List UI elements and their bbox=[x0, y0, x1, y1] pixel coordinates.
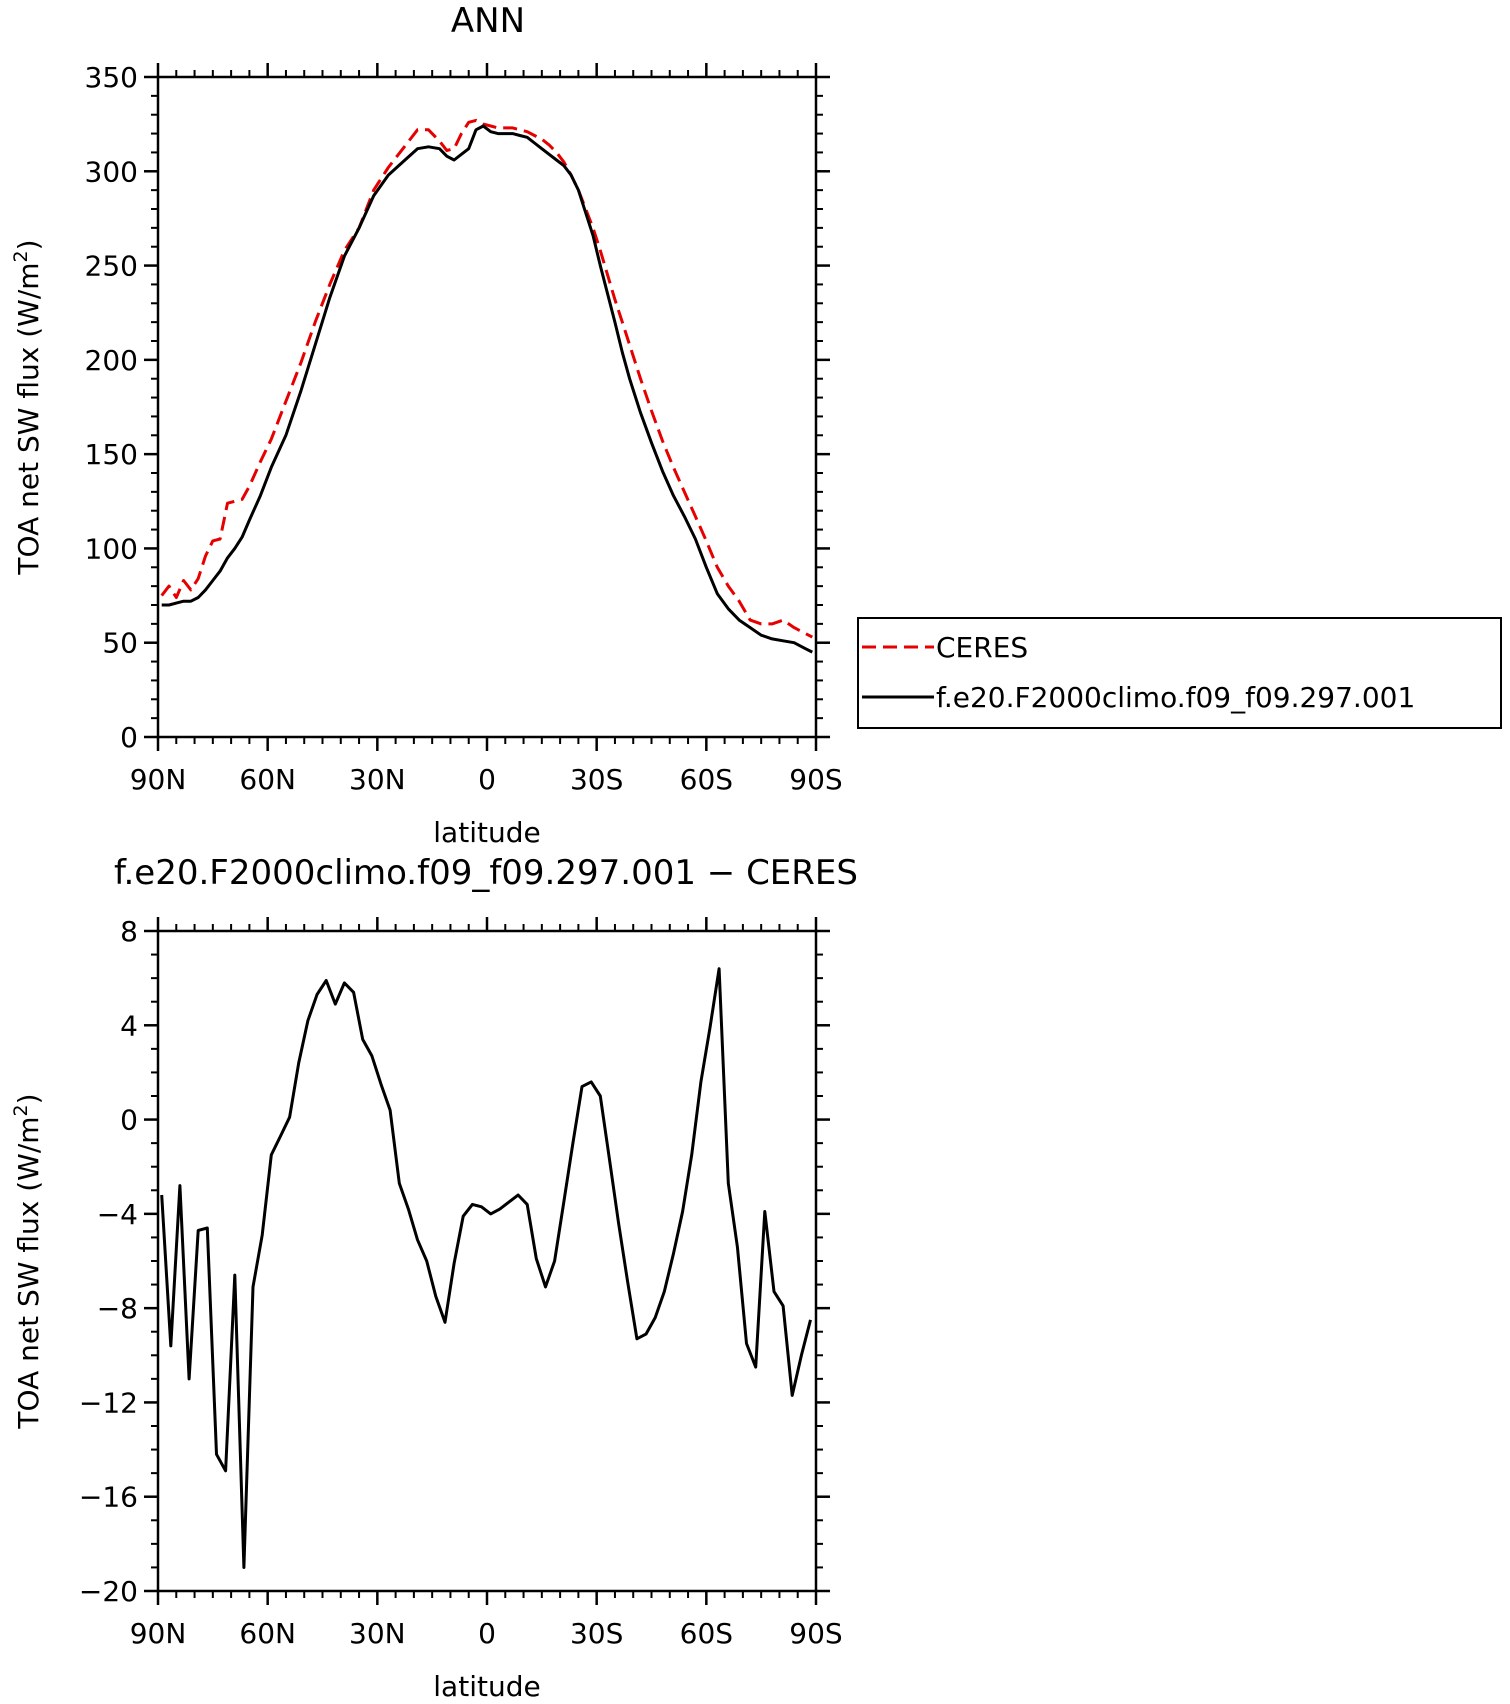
bottom-x-tick-label: 30N bbox=[349, 1617, 406, 1650]
top-y-tick-label: 250 bbox=[85, 250, 138, 283]
top-x-tick-label: 0 bbox=[478, 763, 496, 796]
bottom-y-tick-label: −20 bbox=[79, 1575, 138, 1608]
bottom-chart-title: f.e20.F2000climo.f09_f09.297.001 − CERES bbox=[114, 853, 858, 893]
top-x-axis-label: latitude bbox=[433, 816, 540, 849]
bottom-y-axis-label-main: TOA net SW flux (W/m bbox=[12, 1116, 45, 1429]
bottom-y-axis-label: TOA net SW flux (W/m2) bbox=[10, 1093, 45, 1429]
top-series-line-1 bbox=[161, 124, 813, 654]
top-y-tick-label: 350 bbox=[85, 61, 138, 94]
bottom-y-tick-label: 4 bbox=[120, 1009, 138, 1042]
bottom-x-axis-label: latitude bbox=[433, 1670, 540, 1703]
top-chart-title: ANN bbox=[451, 1, 525, 41]
top-y-axis-label-sup: 2 bbox=[10, 250, 32, 262]
top-y-ticks: 0 50 100 150 200 250 300 350 bbox=[85, 61, 830, 754]
top-y-tick-label: 50 bbox=[102, 627, 138, 660]
top-y-tick-label: 100 bbox=[85, 532, 138, 565]
bottom-x-tick-label: 60N bbox=[239, 1617, 296, 1650]
bottom-y-tick-label: −16 bbox=[79, 1481, 138, 1514]
bottom-x-tick-label: 30S bbox=[570, 1617, 623, 1650]
bottom-x-ticks: 90N 60N 30N 0 30S 60S 90S bbox=[130, 917, 843, 1650]
legend-label-ceres: CERES bbox=[936, 631, 1028, 664]
bottom-y-tick-label: 8 bbox=[120, 915, 138, 948]
top-x-tick-label: 60S bbox=[680, 763, 733, 796]
bottom-y-tick-label: −8 bbox=[97, 1292, 138, 1325]
top-y-axis-label: TOA net SW flux (W/m2) bbox=[10, 239, 45, 575]
legend-label-model: f.e20.F2000climo.f09_f09.297.001 bbox=[936, 681, 1415, 714]
top-series-group bbox=[160, 118, 813, 654]
top-y-tick-label: 0 bbox=[120, 721, 138, 754]
top-y-tick-label: 200 bbox=[85, 344, 138, 377]
top-x-tick-label: 30S bbox=[570, 763, 623, 796]
bottom-x-tick-label: 60S bbox=[680, 1617, 733, 1650]
top-panel: ANN 0 50 100 150 200 250 300 350 90N 60N 30N 0 30S 6… bbox=[10, 1, 1502, 849]
bottom-y-ticks: −20 −16 −12 −8 −4 0 4 8 bbox=[79, 915, 830, 1608]
bottom-y-tick-label: −12 bbox=[79, 1386, 138, 1419]
top-x-tick-label: 90S bbox=[789, 763, 842, 796]
bottom-y-axis-label-sup: 2 bbox=[10, 1104, 32, 1116]
top-series-line-0 bbox=[160, 118, 813, 639]
bottom-series-line-0 bbox=[160, 967, 812, 1569]
bottom-plot-frame bbox=[156, 929, 818, 1593]
top-y-tick-label: 300 bbox=[85, 155, 138, 188]
top-y-tick-label: 150 bbox=[85, 438, 138, 471]
bottom-panel: f.e20.F2000climo.f09_f09.297.001 − CERES… bbox=[10, 853, 858, 1703]
bottom-x-tick-label: 0 bbox=[478, 1617, 496, 1650]
top-plot-frame bbox=[156, 75, 818, 739]
bottom-y-tick-label: −4 bbox=[97, 1198, 138, 1231]
bottom-series-group bbox=[160, 967, 812, 1569]
top-x-tick-label: 90N bbox=[130, 763, 187, 796]
legend: CERES f.e20.F2000climo.f09_f09.297.001 bbox=[857, 617, 1502, 729]
bottom-x-tick-label: 90N bbox=[130, 1617, 187, 1650]
top-x-tick-label: 30N bbox=[349, 763, 406, 796]
bottom-y-tick-label: 0 bbox=[120, 1104, 138, 1137]
top-y-axis-label-main: TOA net SW flux (W/m bbox=[12, 262, 45, 575]
bottom-y-axis-label-close: ) bbox=[12, 1093, 45, 1104]
bottom-x-tick-label: 90S bbox=[789, 1617, 842, 1650]
top-y-axis-label-close: ) bbox=[12, 239, 45, 250]
legend-box bbox=[857, 617, 1502, 729]
top-x-ticks: 90N 60N 30N 0 30S 60S 90S bbox=[130, 63, 843, 796]
top-x-tick-label: 60N bbox=[239, 763, 296, 796]
